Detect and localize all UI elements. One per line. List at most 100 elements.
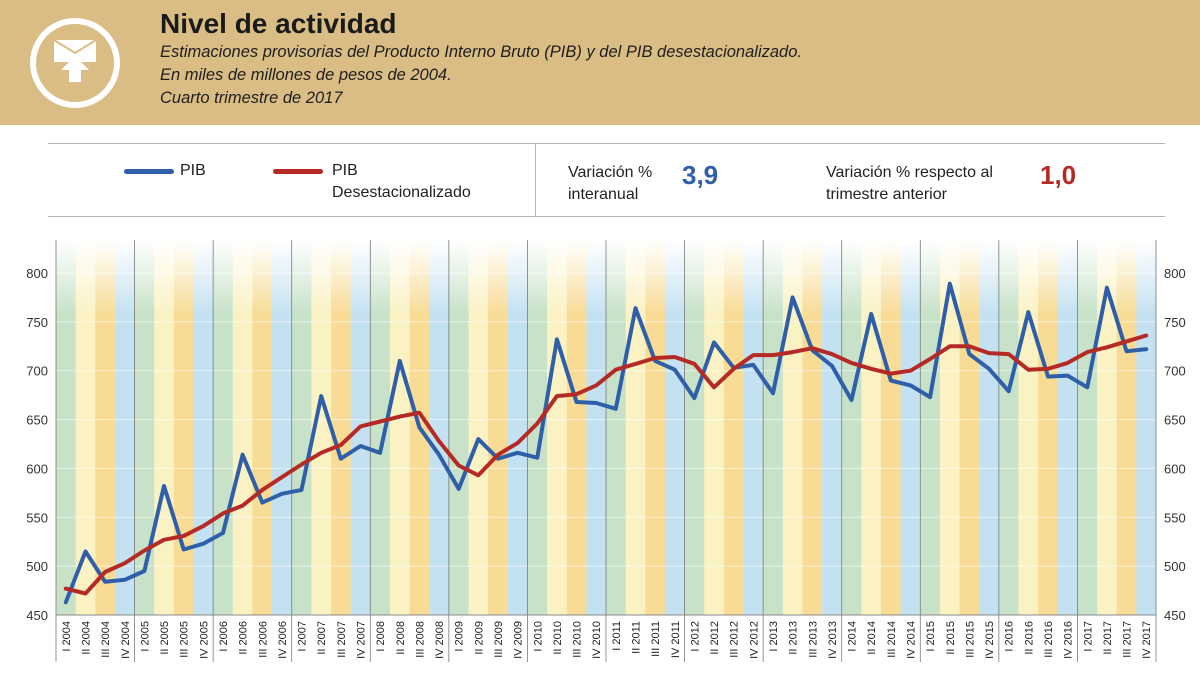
quarter-band xyxy=(468,240,489,615)
page-title: Nivel de actividad xyxy=(160,8,397,39)
y-tick-label-left: 600 xyxy=(26,461,48,476)
x-tick-label: IV 2013 xyxy=(827,621,839,659)
x-tick-label: I 2014 xyxy=(847,621,859,652)
quarter-band xyxy=(1038,240,1059,615)
var-trimestral-label-2: trimestre anterior xyxy=(826,186,947,203)
quarter-band xyxy=(547,240,568,615)
y-tick-label-left: 750 xyxy=(26,315,48,330)
quarter-band xyxy=(881,240,902,615)
quarter-band xyxy=(566,240,587,615)
x-tick-label: III 2010 xyxy=(572,621,584,658)
x-tick-label: III 2008 xyxy=(414,621,426,658)
x-tick-label: II 2011 xyxy=(630,621,642,654)
header-banner: Nivel de actividad Estimaciones provisor… xyxy=(0,0,1200,125)
quarter-band xyxy=(75,240,96,615)
x-tick-label: I 2004 xyxy=(61,621,73,652)
y-tick-label-right: 650 xyxy=(1164,413,1186,428)
x-tick-label: I 2008 xyxy=(375,621,387,652)
legend-divider xyxy=(535,143,536,217)
quarter-band xyxy=(822,240,843,615)
x-tick-label: II 2017 xyxy=(1102,621,1114,655)
y-tick-label-left: 650 xyxy=(26,413,48,428)
x-tick-label: IV 2017 xyxy=(1141,621,1153,659)
quarter-band xyxy=(900,240,921,615)
x-tick-label: III 2006 xyxy=(257,621,269,658)
desest-line xyxy=(63,333,1149,596)
y-tick-label-right: 700 xyxy=(1164,364,1186,379)
y-tick-label-left: 500 xyxy=(26,559,48,574)
legend-label-desest-2: Desestacionalizado xyxy=(332,184,471,201)
var-interanual-label-2: interanual xyxy=(568,186,639,203)
x-tick-label: III 2012 xyxy=(729,621,741,658)
y-tick-label-right: 600 xyxy=(1164,461,1186,476)
x-tick-label: III 2005 xyxy=(179,621,191,658)
x-tick-label: II 2013 xyxy=(788,621,800,655)
quarter-band xyxy=(645,240,666,615)
var-interanual-value: 3,9 xyxy=(682,160,719,190)
x-tick-label: IV 2005 xyxy=(198,621,210,659)
quarter-band xyxy=(527,240,548,615)
x-tick-label: IV 2012 xyxy=(748,621,760,659)
download-report-icon xyxy=(30,18,120,108)
pib-line xyxy=(63,281,1149,605)
x-tick-label: IV 2011 xyxy=(670,621,682,658)
quarter-band xyxy=(1136,240,1157,615)
legend-swatch-pib xyxy=(124,169,174,174)
x-tick-label: III 2007 xyxy=(336,621,348,658)
x-tick-label: III 2014 xyxy=(886,621,898,658)
x-tick-label: III 2016 xyxy=(1043,621,1055,658)
quarter-band xyxy=(429,240,450,615)
legend-swatch-desest xyxy=(273,169,323,174)
x-tick-label: I 2006 xyxy=(218,621,230,652)
x-tick-label: III 2004 xyxy=(100,621,112,658)
quarter-band xyxy=(389,240,411,615)
y-tick-label-left: 450 xyxy=(26,608,48,623)
subtitle-line-1: Estimaciones provisorias del Producto In… xyxy=(160,43,802,61)
x-tick-label: II 2006 xyxy=(238,621,250,655)
x-tick-label: II 2008 xyxy=(395,621,407,655)
x-tick-label: I 2011 xyxy=(611,621,623,651)
quarter-band xyxy=(154,240,175,615)
x-tick-label: III 2013 xyxy=(807,621,819,658)
y-tick-label-right: 800 xyxy=(1164,266,1186,281)
x-tick-label: II 2004 xyxy=(80,621,92,655)
legend-label-desest-1: PIB xyxy=(332,162,358,179)
x-tick-label: IV 2014 xyxy=(905,621,917,659)
quarter-band xyxy=(311,240,332,615)
quarter-band xyxy=(213,240,234,615)
x-tick-label: IV 2006 xyxy=(277,621,289,659)
x-tick-label: I 2015 xyxy=(925,621,937,652)
y-tick-label-right: 550 xyxy=(1164,510,1186,525)
quarter-band xyxy=(232,240,253,615)
x-tick-label: II 2005 xyxy=(159,621,171,655)
x-tick-label: II 2009 xyxy=(473,621,485,655)
quarter-band xyxy=(684,240,705,615)
x-tick-label: I 2009 xyxy=(454,621,466,652)
var-trimestral-label-1: Variación % respecto al xyxy=(826,164,993,181)
x-tick-label: II 2016 xyxy=(1023,621,1035,655)
quarter-band xyxy=(272,240,293,615)
quarter-band xyxy=(939,240,961,615)
var-trimestral-value: 1,0 xyxy=(1040,160,1077,190)
x-tick-label: IV 2004 xyxy=(120,621,132,659)
quarter-band xyxy=(1057,240,1078,615)
x-tick-label: II 2010 xyxy=(552,621,564,655)
quarter-band xyxy=(114,240,136,615)
quarter-band xyxy=(95,240,116,615)
y-tick-label-left: 700 xyxy=(26,364,48,379)
quarter-band xyxy=(488,240,509,615)
x-tick-label: III 2017 xyxy=(1122,621,1134,658)
y-tick-label-right: 750 xyxy=(1164,315,1186,330)
quarter-band xyxy=(763,240,784,615)
x-tick-label: II 2014 xyxy=(866,621,878,655)
subtitle-line-2: En miles de millones de pesos de 2004. xyxy=(160,66,452,84)
quarter-band xyxy=(979,240,1000,615)
quarter-band xyxy=(252,240,273,615)
x-tick-label: IV 2015 xyxy=(984,621,996,659)
quarter-band xyxy=(291,240,312,615)
quarter-band xyxy=(920,240,941,615)
x-tick-label: I 2012 xyxy=(689,621,701,652)
y-tick-label-left: 800 xyxy=(26,266,48,281)
x-tick-label: III 2015 xyxy=(964,621,976,658)
quarter-band xyxy=(998,240,1019,615)
